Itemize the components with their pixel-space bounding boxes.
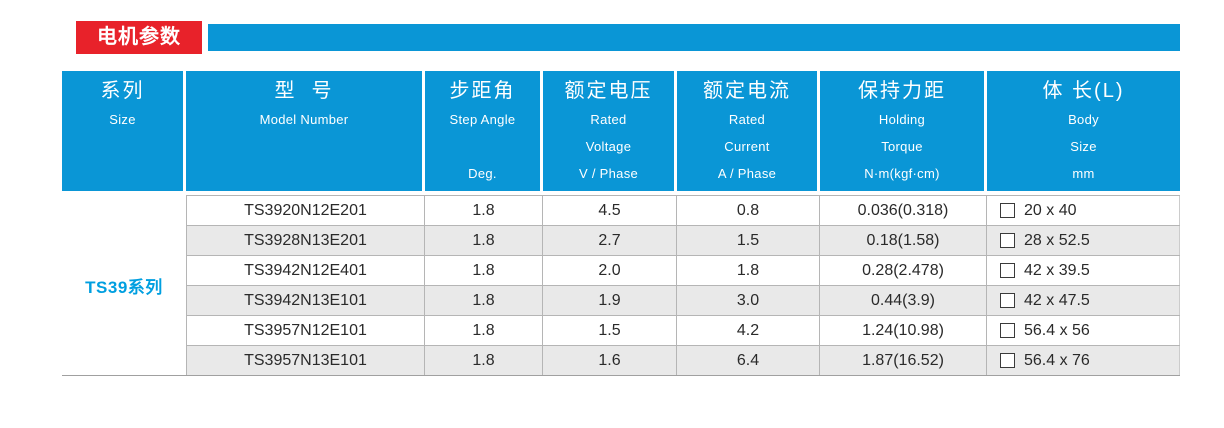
torque-cell: 1.87(16.52)	[820, 346, 987, 375]
header-body-size: 体 长(L) Body Size mm	[987, 71, 1180, 191]
header-torque-unit: N·m(kgf·cm)	[864, 166, 940, 181]
checkbox-icon	[1000, 323, 1015, 338]
voltage-cell: 2.0	[543, 256, 677, 285]
header-voltage-unit: V / Phase	[578, 166, 639, 181]
model-cell: TS3920N12E201	[187, 196, 425, 225]
model-cell: TS3928N13E201	[187, 226, 425, 255]
table-body: TS39系列 TS3920N12E201 1.8 4.5 0.8 0.036(0…	[62, 195, 1180, 376]
page-title-badge: 电机参数	[76, 21, 202, 54]
header-step-unit: Deg.	[468, 166, 497, 181]
current-cell: 6.4	[677, 346, 820, 375]
header-body-unit: mm	[1072, 166, 1095, 181]
table-row: TS3928N13E201 1.8 2.7 1.5 0.18(1.58) 28 …	[187, 225, 1180, 255]
step-angle-cell: 1.8	[425, 256, 543, 285]
voltage-cell: 1.9	[543, 286, 677, 315]
header-body-zh: 体 长(L)	[1042, 80, 1125, 102]
step-angle-cell: 1.8	[425, 286, 543, 315]
current-cell: 4.2	[677, 316, 820, 345]
header-series-zh: 系列	[100, 80, 145, 102]
body-size-value: 20 x 40	[1024, 202, 1077, 219]
header-model-zh: 型 号	[274, 80, 334, 102]
header-current-unit: A / Phase	[717, 166, 777, 181]
body-size-cell: 42 x 39.5	[987, 256, 1180, 285]
header-model-number: 型 号 Model Number	[186, 71, 425, 191]
table-row: TS3957N13E101 1.8 1.6 6.4 1.87(16.52) 56…	[187, 345, 1180, 375]
header-step-zh: 步距角	[449, 80, 516, 102]
model-cell: TS3942N12E401	[187, 256, 425, 285]
model-cell: TS3957N12E101	[187, 316, 425, 345]
header-series-en: Size	[109, 112, 136, 127]
body-size-cell: 20 x 40	[987, 196, 1180, 225]
checkbox-icon	[1000, 293, 1015, 308]
model-cell: TS3942N13E101	[187, 286, 425, 315]
body-size-cell: 56.4 x 76	[987, 346, 1180, 375]
body-size-value: 42 x 39.5	[1024, 262, 1090, 279]
step-angle-cell: 1.8	[425, 226, 543, 255]
voltage-cell: 1.6	[543, 346, 677, 375]
torque-cell: 0.28(2.478)	[820, 256, 987, 285]
model-cell: TS3957N13E101	[187, 346, 425, 375]
header-torque-zh: 保持力距	[858, 80, 946, 102]
voltage-cell: 1.5	[543, 316, 677, 345]
body-size-cell: 28 x 52.5	[987, 226, 1180, 255]
voltage-cell: 4.5	[543, 196, 677, 225]
header-current-zh: 额定电流	[703, 80, 791, 102]
table-row: TS3957N12E101 1.8 1.5 4.2 1.24(10.98) 56…	[187, 315, 1180, 345]
step-angle-cell: 1.8	[425, 196, 543, 225]
header-step-en: Step Angle	[449, 112, 516, 127]
checkbox-icon	[1000, 233, 1015, 248]
checkbox-icon	[1000, 203, 1015, 218]
body-size-value: 56.4 x 56	[1024, 322, 1090, 339]
table-row: TS3920N12E201 1.8 4.5 0.8 0.036(0.318) 2…	[187, 195, 1180, 225]
table-row: TS3942N12E401 1.8 2.0 1.8 0.28(2.478) 42…	[187, 255, 1180, 285]
voltage-cell: 2.7	[543, 226, 677, 255]
header-series: 系列 Size	[62, 71, 186, 191]
body-size-value: 56.4 x 76	[1024, 352, 1090, 369]
header-holding-torque: 保持力距 Holding Torque N·m(kgf·cm)	[820, 71, 987, 191]
title-accent-bar	[208, 24, 1180, 51]
current-cell: 3.0	[677, 286, 820, 315]
motor-parameters-table: 系列 Size 型 号 Model Number 步距角 Step Angle …	[62, 71, 1180, 376]
body-size-value: 42 x 47.5	[1024, 292, 1090, 309]
current-cell: 1.8	[677, 256, 820, 285]
header-rated-current: 额定电流 Rated Current A / Phase	[677, 71, 820, 191]
checkbox-icon	[1000, 263, 1015, 278]
torque-cell: 0.18(1.58)	[820, 226, 987, 255]
table-row: TS3942N13E101 1.8 1.9 3.0 0.44(3.9) 42 x…	[187, 285, 1180, 315]
current-cell: 1.5	[677, 226, 820, 255]
current-cell: 0.8	[677, 196, 820, 225]
torque-cell: 0.036(0.318)	[820, 196, 987, 225]
header-voltage-zh: 额定电压	[564, 80, 653, 102]
table-header-row: 系列 Size 型 号 Model Number 步距角 Step Angle …	[62, 71, 1180, 191]
torque-cell: 0.44(3.9)	[820, 286, 987, 315]
step-angle-cell: 1.8	[425, 316, 543, 345]
body-size-cell: 56.4 x 56	[987, 316, 1180, 345]
header-rated-voltage: 额定电压 Rated Voltage V / Phase	[543, 71, 677, 191]
checkbox-icon	[1000, 353, 1015, 368]
table-rows: TS3920N12E201 1.8 4.5 0.8 0.036(0.318) 2…	[186, 195, 1180, 375]
torque-cell: 1.24(10.98)	[820, 316, 987, 345]
step-angle-cell: 1.8	[425, 346, 543, 375]
header-step-angle: 步距角 Step Angle Deg.	[425, 71, 543, 191]
series-label: TS39系列	[85, 277, 163, 297]
body-size-cell: 42 x 47.5	[987, 286, 1180, 315]
header-model-en: Model Number	[259, 112, 349, 127]
body-size-value: 28 x 52.5	[1024, 232, 1090, 249]
